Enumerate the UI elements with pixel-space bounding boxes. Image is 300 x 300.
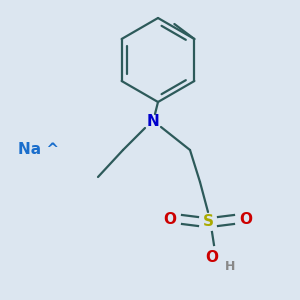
Text: S: S bbox=[202, 214, 214, 230]
Text: Na ^: Na ^ bbox=[18, 142, 60, 158]
Text: O: O bbox=[164, 212, 176, 227]
Text: O: O bbox=[239, 212, 253, 227]
Text: N: N bbox=[147, 115, 159, 130]
Text: O: O bbox=[206, 250, 218, 265]
Text: H: H bbox=[225, 260, 235, 274]
